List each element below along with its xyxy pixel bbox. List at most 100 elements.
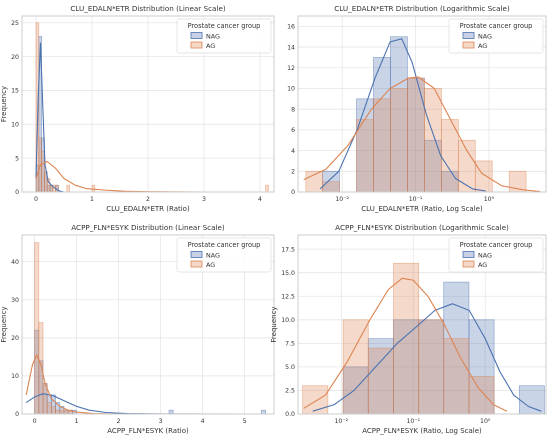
legend-label-nag: NAG [478, 33, 492, 41]
bar-ag [373, 98, 391, 193]
y-tick-label: 30 [11, 297, 19, 304]
bar-ag [367, 347, 394, 415]
y-tick-label: 2.5 [285, 388, 295, 395]
y-axis-label: Frequency [0, 86, 8, 122]
bar-ag [407, 77, 425, 193]
x-tick-label: 10⁰ [484, 196, 495, 203]
legend-swatch-ag [462, 41, 475, 49]
bar-nag [518, 385, 545, 415]
bar-ag [55, 409, 61, 415]
x-tick-label: 10⁻¹ [406, 418, 420, 425]
y-tick-label: 14 [287, 44, 295, 51]
legend-label-ag: AG [206, 42, 215, 50]
y-tick-label: 40 [11, 259, 19, 266]
bar-ag [41, 151, 45, 193]
bar-ag [46, 402, 52, 415]
x-tick-label: 10⁻¹ [409, 196, 423, 203]
y-tick-label: 4 [291, 148, 295, 155]
bar-nag [342, 366, 369, 415]
chart-title: ACPP_FLN*ESYK Distribution (Linear Scale… [71, 223, 225, 232]
axes-frame [21, 15, 275, 193]
y-tick-label: 5 [15, 155, 19, 162]
x-tick-label: 1 [75, 418, 79, 425]
x-tick-label: 3 [159, 418, 163, 425]
y-axis-label: Frequency [0, 306, 8, 342]
y-tick-label: 10 [11, 373, 19, 380]
kde-line-ag [303, 76, 541, 193]
bar-ag [34, 242, 40, 415]
x-tick-label: 10⁻² [335, 196, 349, 203]
x-axis-label: CLU_EDALN*ETR (Ratio) [106, 205, 190, 213]
legend-title: Prostate cancer group [460, 241, 533, 249]
y-tick-label: 0 [291, 189, 295, 196]
x-tick-label: 3 [202, 196, 206, 203]
bar-nag [443, 281, 470, 415]
bar-ag [265, 184, 269, 193]
bar-ag [342, 319, 369, 415]
y-axis-label: Frequency [270, 306, 278, 342]
chart-linear-acpp: ACPP_FLN*ESYK Distribution (Linear Scale… [0, 223, 275, 435]
bar-ag [356, 119, 374, 193]
axes-frame [21, 234, 275, 415]
bar-ag [59, 409, 65, 415]
x-axis-label: ACPP_FLN*ESYK (Ratio, Log Scale) [362, 427, 482, 435]
legend-swatch-nag [462, 32, 475, 39]
x-tick-label: 10⁻² [335, 418, 349, 425]
bar-ag [302, 385, 329, 415]
legend-swatch-nag [190, 251, 203, 258]
legend-label-nag: NAG [478, 252, 492, 260]
y-tick-label: 20 [11, 335, 19, 342]
legend-title: Prostate cancer group [188, 241, 261, 249]
legend-label-nag: NAG [206, 252, 220, 260]
bar-ag [418, 319, 445, 415]
y-tick-label: 20 [11, 54, 19, 61]
x-tick-label: 2 [146, 196, 150, 203]
kde-line-ag [25, 354, 119, 415]
x-tick-label: 5 [243, 418, 247, 425]
y-tick-label: 10 [287, 86, 295, 93]
bar-ag [390, 88, 408, 193]
y-tick-label: 0.0 [285, 411, 295, 418]
y-tick-label: 10.0 [281, 317, 295, 324]
x-tick-label: 1 [90, 196, 94, 203]
y-tick-label: 12.5 [281, 293, 295, 300]
y-tick-label: 6 [291, 127, 295, 134]
bar-ag [474, 160, 493, 193]
y-tick-label: 0 [15, 411, 19, 418]
y-tick-label: 12 [287, 65, 295, 72]
y-tick-label: 16 [287, 24, 295, 31]
y-tick-label: 17.5 [281, 246, 295, 253]
legend-swatch-ag [190, 41, 203, 49]
kde-line-nag [35, 42, 65, 193]
y-tick-label: 2 [291, 168, 295, 175]
bar-ag [424, 88, 442, 193]
legend-title: Prostate cancer group [188, 22, 261, 30]
chart-log-clu: CLU_EDALN*ETR Distribution (Logarithmic … [287, 4, 547, 213]
bar-ag [38, 322, 44, 415]
bar-nag [261, 409, 266, 415]
x-axis-label: CLU_EDALN*ETR (Ratio, Log Scale) [361, 205, 483, 213]
bar-ag [468, 375, 495, 415]
axes-frame [297, 234, 547, 415]
bar-ag [393, 262, 420, 415]
y-tick-label: 8 [291, 106, 295, 113]
y-tick-label: 15.0 [281, 270, 295, 277]
kde-line-nag [312, 303, 542, 412]
bar-ag [51, 406, 56, 415]
y-tick-label: 25 [11, 20, 19, 27]
x-tick-label: 0 [33, 418, 37, 425]
axes-frame [297, 15, 547, 193]
bar-ag [322, 181, 340, 193]
chart-log-acpp: ACPP_FLN*ESYK Distribution (Logarithmic … [270, 223, 547, 435]
legend-swatch-ag [462, 260, 475, 268]
bar-ag [63, 409, 69, 415]
bar-ag [66, 184, 70, 193]
kde-line-ag [35, 160, 272, 193]
y-tick-label: 0 [15, 189, 19, 196]
x-tick-label: 4 [201, 418, 205, 425]
legend-title: Prostate cancer group [460, 22, 533, 30]
